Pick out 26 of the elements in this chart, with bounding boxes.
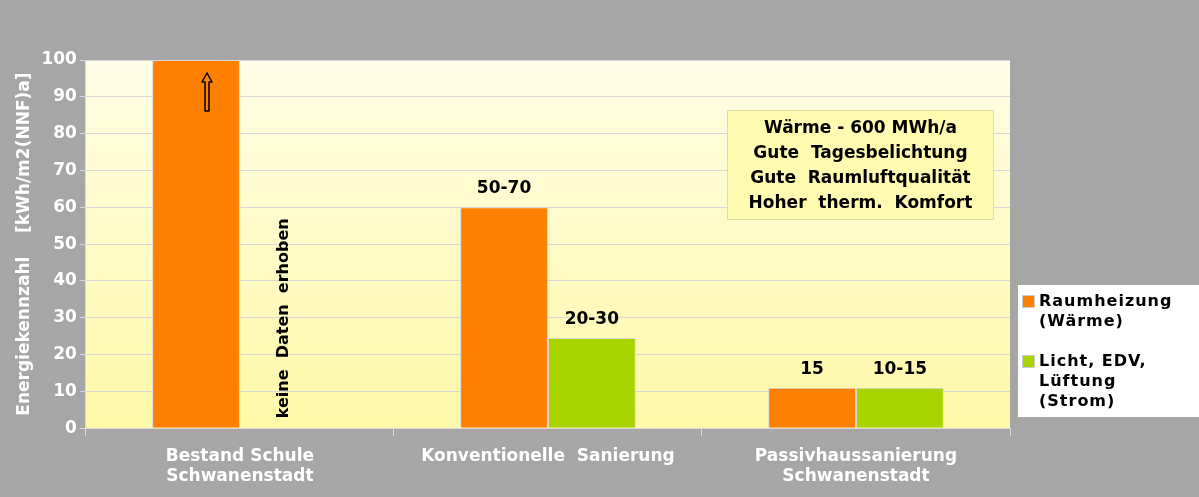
y-tick-label: 30 [53, 306, 78, 327]
annotation: Gute Tagesbelichtung [752, 141, 969, 164]
y-tick-label: 70 [53, 158, 78, 179]
legend-label: Licht, EDV, Lüftung (Strom) [1039, 351, 1148, 411]
annotation: Wärme - 600 MWh/a [763, 116, 958, 139]
y-tick-label: 0 [65, 416, 78, 437]
x-tick-label: Passivhaussanierung Schwanenstadt [754, 444, 958, 486]
y-tick-label: 20 [53, 342, 78, 363]
y-tick-label: 40 [53, 269, 78, 290]
y-tick-label: 50 [53, 232, 78, 253]
annotation: 15 [800, 357, 824, 378]
annotation: keine Daten erhoben [272, 218, 292, 419]
x-tick-label: Bestand Schule Schwanenstadt [165, 444, 315, 486]
annotation: 20-30 [564, 307, 620, 328]
y-tick-label: 60 [53, 195, 78, 216]
y-tick-label: 90 [53, 85, 78, 106]
annotation: 10-15 [872, 357, 928, 378]
text: Raumheizung (Wärme) [1039, 291, 1174, 331]
x-tick-label: Konventionelle Sanierung [421, 444, 675, 465]
y-tick-label: 10 [53, 379, 78, 400]
annotation: Hoher therm. Komfort [747, 191, 974, 214]
y-tick-label: 80 [53, 122, 78, 143]
y-tick-label: 100 [41, 48, 78, 69]
annotation: 50-70 [476, 177, 532, 198]
annotation: Gute Raumluftqualität [749, 166, 972, 189]
y-axis-title: Energiekennzahl [kWh/m2(NNF)a] [12, 72, 33, 416]
